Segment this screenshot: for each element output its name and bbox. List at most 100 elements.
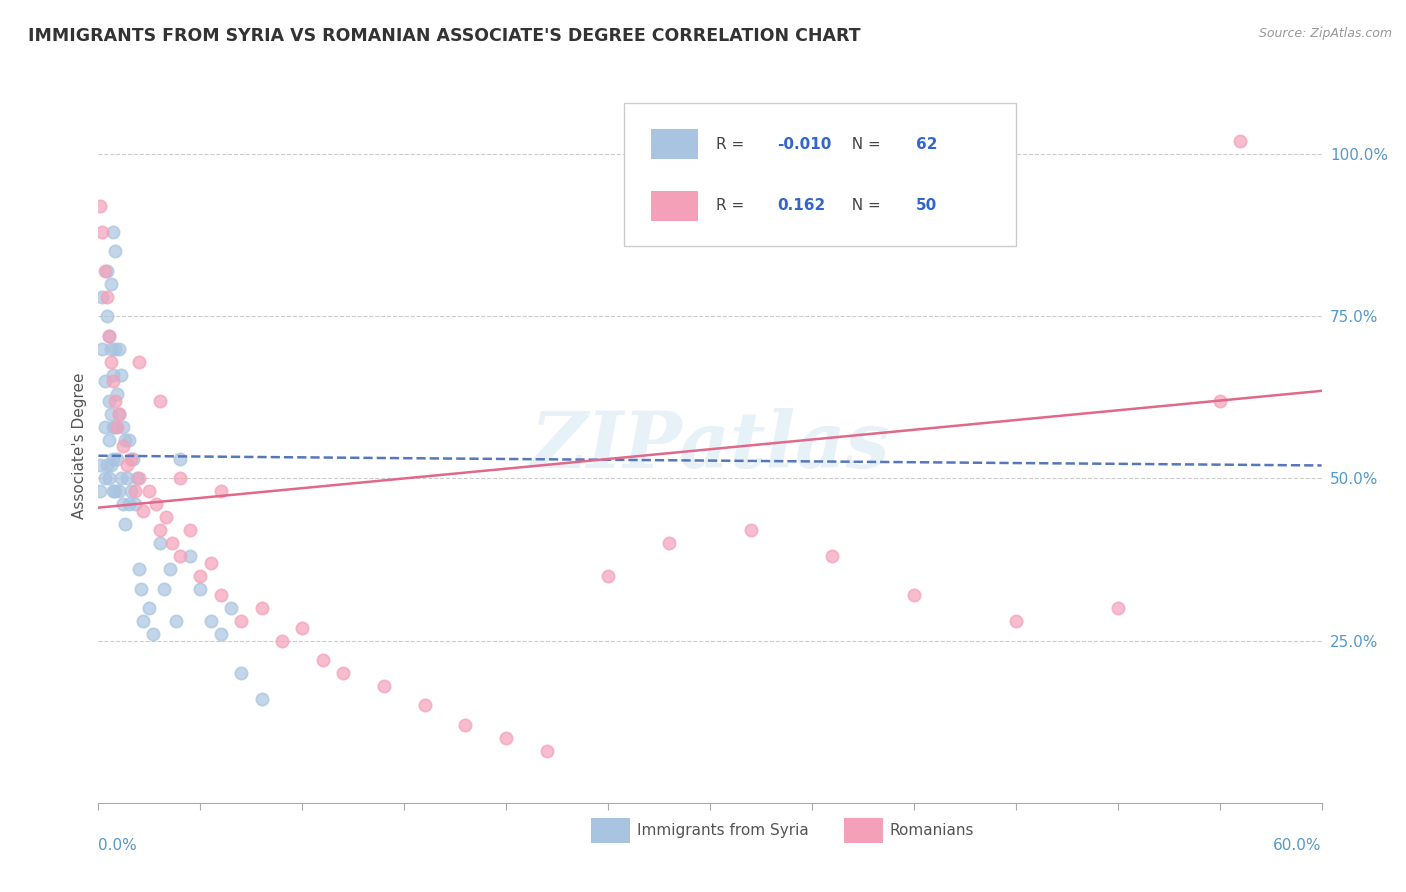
Point (100, 407, 122, 421)
Point (128, 354, 150, 368)
Point (495, 731, 517, 745)
Point (96, 290, 118, 304)
Point (114, 516, 136, 531)
Text: 0.162: 0.162 (778, 198, 825, 213)
Point (188, 568, 212, 582)
Point (598, 568, 620, 582)
Point (110, 471, 132, 485)
Point (110, 368, 132, 382)
Point (124, 497, 146, 511)
Point (179, 549, 201, 564)
Point (122, 452, 145, 467)
Point (105, 387, 128, 401)
Text: Immigrants from Syria: Immigrants from Syria (637, 823, 808, 838)
Point (250, 601, 273, 615)
Point (91, 225, 114, 239)
Point (145, 497, 167, 511)
Point (89, 484, 111, 499)
Point (332, 666, 354, 681)
Point (188, 582, 212, 596)
Text: 50: 50 (915, 198, 936, 213)
Point (169, 452, 191, 467)
Point (231, 666, 253, 681)
Point (1229, 134, 1251, 148)
Point (100, 354, 122, 368)
Point (97, 471, 120, 485)
Text: N =: N = (842, 198, 886, 213)
Point (101, 452, 124, 467)
FancyBboxPatch shape (651, 129, 697, 159)
Point (169, 471, 191, 485)
Point (129, 582, 152, 596)
Point (179, 524, 201, 538)
Point (108, 342, 131, 356)
Point (142, 627, 165, 641)
Point (111, 419, 134, 434)
Point (108, 407, 131, 421)
Point (104, 419, 127, 434)
Point (1209, 393, 1232, 408)
Point (101, 368, 124, 382)
Point (270, 633, 294, 648)
Point (209, 484, 232, 499)
Point (250, 692, 273, 706)
Point (114, 433, 136, 447)
Point (200, 614, 222, 628)
Point (127, 471, 149, 485)
Point (149, 524, 172, 538)
Point (118, 433, 141, 447)
Point (93, 419, 115, 434)
Point (101, 374, 124, 388)
Point (231, 614, 253, 628)
Point (291, 621, 314, 635)
Point (149, 536, 172, 550)
Text: 0.0%: 0.0% (98, 838, 138, 854)
Point (97, 328, 120, 343)
Point (96, 264, 118, 278)
Point (138, 601, 160, 615)
Point (159, 562, 181, 576)
Text: -0.010: -0.010 (778, 136, 832, 152)
Point (219, 601, 242, 615)
Point (1004, 614, 1026, 628)
Point (536, 744, 558, 758)
Point (124, 484, 146, 499)
Point (132, 614, 155, 628)
Point (209, 588, 232, 602)
Point (160, 536, 183, 550)
Text: R =: R = (716, 136, 749, 152)
Point (105, 452, 128, 467)
Text: ZIPatlas: ZIPatlas (530, 408, 890, 484)
Text: Romanians: Romanians (890, 823, 974, 838)
Point (165, 614, 187, 628)
Point (89, 199, 111, 213)
Point (108, 407, 131, 421)
Point (108, 484, 131, 499)
Point (138, 484, 160, 499)
Point (104, 484, 127, 499)
Point (312, 653, 335, 667)
Point (454, 718, 477, 732)
Point (115, 458, 138, 473)
Point (93, 374, 115, 388)
Point (96, 458, 118, 473)
Point (101, 419, 124, 434)
Point (93, 264, 115, 278)
Point (200, 556, 222, 570)
FancyBboxPatch shape (651, 191, 697, 221)
Text: Source: ZipAtlas.com: Source: ZipAtlas.com (1258, 27, 1392, 40)
Text: IMMIGRANTS FROM SYRIA VS ROMANIAN ASSOCIATE'S DEGREE CORRELATION CHART: IMMIGRANTS FROM SYRIA VS ROMANIAN ASSOCI… (28, 27, 860, 45)
Point (97, 328, 120, 343)
Point (128, 471, 150, 485)
Point (821, 549, 844, 564)
Point (93, 471, 115, 485)
Point (169, 549, 191, 564)
Point (111, 439, 134, 453)
Text: R =: R = (716, 198, 749, 213)
Point (149, 393, 172, 408)
Point (209, 627, 232, 641)
Point (100, 277, 122, 291)
Point (120, 452, 142, 467)
Point (100, 342, 122, 356)
Text: N =: N = (842, 136, 886, 152)
